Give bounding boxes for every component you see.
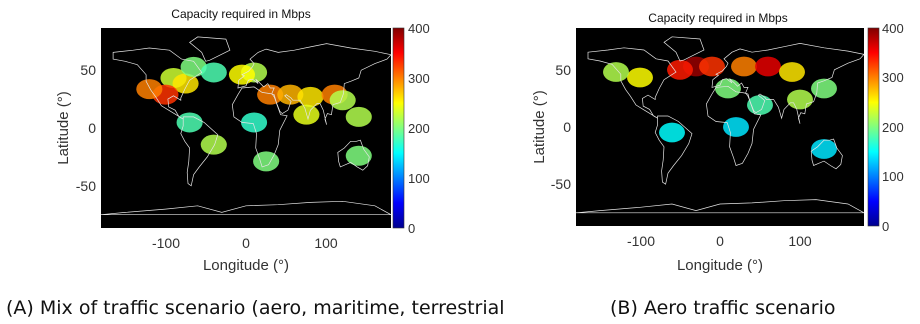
panel-caption: (A) Mix of traffic scenario (aero, marit… — [6, 297, 505, 319]
heatmap-cell — [241, 112, 268, 133]
heatmap-layer — [603, 56, 837, 159]
heatmap-cell — [659, 122, 685, 143]
x-tick-label: 0 — [242, 235, 250, 251]
heatmap-cell — [723, 117, 749, 137]
heatmap-cell — [200, 62, 227, 83]
coastline-layer — [100, 36, 392, 216]
heatmap-cell — [257, 84, 284, 105]
heatmap-cell — [779, 62, 805, 82]
heatmap-cell — [667, 59, 693, 80]
coastline-path — [575, 199, 865, 214]
y-tick-label: -50 — [551, 176, 571, 192]
map-background — [576, 28, 864, 226]
y-tick-label: 50 — [80, 62, 96, 78]
heatmap-cell — [180, 56, 207, 77]
colorbar-tick-label: 400 — [882, 21, 904, 36]
colorbar — [867, 27, 880, 227]
y-tick-label: 50 — [555, 62, 571, 78]
colorbar-tick-label: 400 — [408, 21, 430, 36]
heatmap-cell — [253, 151, 280, 172]
coastline-path — [189, 36, 231, 62]
colorbar-tick-label: 0 — [408, 221, 415, 236]
coastline-path — [180, 116, 219, 187]
colorbar-tick-label: 100 — [408, 171, 430, 186]
heatmap-cell — [297, 86, 324, 107]
coastline-layer — [575, 36, 865, 214]
heatmap-cell — [811, 139, 837, 159]
heatmap-cell — [715, 78, 741, 99]
colorbar-tick-label: 300 — [408, 71, 430, 86]
coastline-path — [112, 47, 203, 120]
chart-title: Capacity required in Mbps — [171, 7, 310, 21]
colorbar-tick-label: 300 — [882, 70, 904, 85]
coastline-path — [663, 36, 705, 62]
coastline-path — [706, 85, 762, 166]
heatmap-cell — [699, 56, 725, 77]
panel-b: Capacity required in Mbps 50 0 -50 -100 … — [531, 11, 904, 319]
panel-a: Capacity required in Mbps 50 0 -50 -100 … — [6, 7, 505, 319]
heatmap-cell — [811, 78, 837, 99]
heatmap-cell — [176, 112, 203, 133]
y-tick-label: 0 — [563, 119, 571, 135]
x-axis-label: Longitude (°) — [677, 257, 763, 274]
x-tick-label: 100 — [788, 233, 812, 249]
colorbar-tick-label: 200 — [408, 121, 430, 136]
x-axis-label: Longitude (°) — [203, 257, 289, 274]
coastline-path — [231, 86, 288, 168]
heatmap-cell — [345, 106, 372, 127]
colorbar-tick-label: 100 — [882, 169, 904, 184]
heatmap-cell — [200, 134, 227, 155]
heatmap-cell — [329, 90, 356, 111]
coastline-path — [654, 115, 693, 185]
x-tick-label: -100 — [627, 233, 655, 249]
coastline-path — [810, 138, 843, 170]
x-tick-label: 100 — [314, 235, 338, 251]
heatmap-cell — [277, 84, 304, 105]
heatmap-cell — [731, 56, 757, 77]
x-tick-label: -100 — [152, 235, 180, 251]
heatmap-cell — [755, 56, 781, 77]
x-tick-label: 0 — [716, 233, 724, 249]
coastline-path — [587, 47, 677, 119]
heatmap-cell — [345, 145, 372, 166]
heatmap-cell — [136, 79, 163, 100]
colorbar-tick-label: 0 — [882, 219, 889, 234]
coastline-path — [711, 43, 865, 124]
coastline-path — [237, 43, 392, 125]
chart-title: Capacity required in Mbps — [648, 11, 787, 25]
panel-caption: (B) Aero traffic scenario — [610, 297, 836, 319]
colorbar-tick-label: 200 — [882, 120, 904, 135]
coastline-path — [100, 200, 392, 216]
heatmap-cell — [627, 67, 653, 88]
coastline-path — [337, 139, 370, 171]
y-tick-label: 0 — [88, 120, 96, 136]
y-tick-label: -50 — [76, 178, 96, 194]
heatmap-cell — [787, 89, 813, 110]
heatmap-cell — [603, 62, 629, 82]
y-axis-label: Latitude (°) — [55, 91, 72, 165]
y-axis-label: Latitude (°) — [531, 90, 548, 164]
colorbar — [392, 27, 405, 229]
